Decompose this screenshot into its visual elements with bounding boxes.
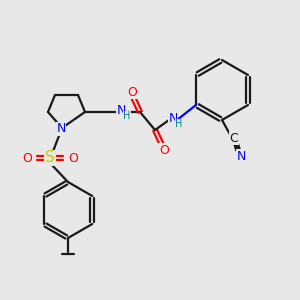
Text: O: O [159, 143, 169, 157]
Text: H: H [123, 111, 131, 121]
Text: O: O [22, 152, 32, 164]
Text: H: H [175, 119, 183, 129]
Text: O: O [68, 152, 78, 164]
Text: N: N [168, 112, 178, 125]
Text: N: N [236, 149, 246, 163]
Text: N: N [56, 122, 66, 136]
Text: O: O [127, 85, 137, 98]
Text: N: N [116, 104, 126, 118]
Text: C: C [230, 131, 238, 145]
Text: S: S [45, 151, 55, 166]
